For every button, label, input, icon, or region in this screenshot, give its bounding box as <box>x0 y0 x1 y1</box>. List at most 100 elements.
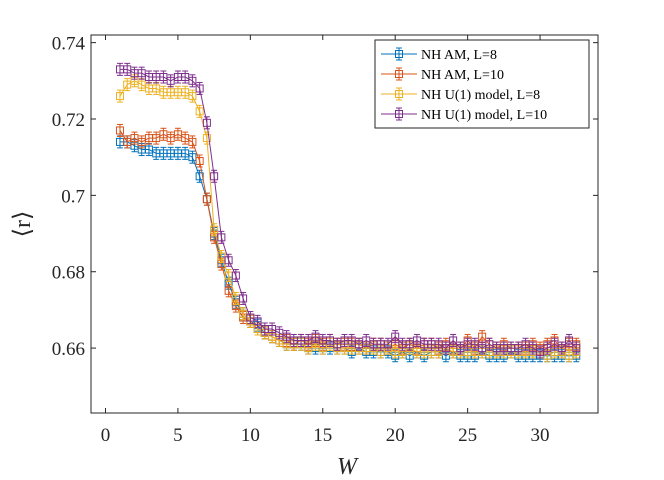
legend-entry: NH AM, L=10 <box>381 67 504 83</box>
marker <box>572 344 581 353</box>
marker <box>195 172 204 181</box>
data-point <box>224 269 233 283</box>
data-point <box>217 249 226 263</box>
marker <box>188 76 197 85</box>
x-axis-label: W <box>337 454 359 480</box>
data-point <box>231 269 240 283</box>
marker <box>391 332 400 341</box>
data-point <box>478 330 487 344</box>
legend-label: NH AM, L=8 <box>421 48 497 63</box>
marker <box>202 195 211 204</box>
legend-label: NH U(1) model, L=10 <box>421 108 547 123</box>
x-tick-label: 15 <box>313 425 332 446</box>
marker <box>441 344 450 353</box>
data-point <box>195 104 204 118</box>
x-tick-label: 25 <box>458 425 477 446</box>
data-point <box>383 337 392 351</box>
data-point <box>224 253 233 267</box>
marker <box>557 344 566 353</box>
data-point <box>159 127 168 141</box>
marker <box>195 84 204 93</box>
series-line <box>119 130 577 349</box>
marker <box>188 92 197 101</box>
data-point <box>412 345 421 359</box>
legend-marker <box>395 50 403 58</box>
data-point <box>557 341 566 355</box>
data-point <box>159 85 168 99</box>
data-point <box>202 116 211 130</box>
marker <box>195 157 204 165</box>
data-point <box>144 131 153 145</box>
data-point <box>202 131 211 145</box>
data-point <box>137 78 146 92</box>
data-point <box>391 330 400 344</box>
data-point <box>340 333 349 347</box>
marker <box>224 256 233 265</box>
y-tick-label: 0.72 <box>52 110 85 131</box>
data-point <box>137 66 146 80</box>
x-tick-label: 20 <box>386 425 405 446</box>
data-point <box>202 192 211 206</box>
x-tick-label: 10 <box>241 425 260 446</box>
data-point <box>173 127 182 141</box>
data-point <box>253 314 262 328</box>
series-4 <box>115 62 581 359</box>
x-tick-label: 30 <box>531 425 550 446</box>
data-point <box>543 341 552 355</box>
data-point <box>565 333 574 347</box>
y-tick-label: 0.66 <box>52 339 85 360</box>
data-point <box>376 337 385 351</box>
data-point <box>181 131 190 145</box>
marker <box>239 294 248 303</box>
marker <box>210 172 219 181</box>
data-point <box>239 291 248 305</box>
x-tick-label: 0 <box>101 425 111 446</box>
marker <box>565 336 574 345</box>
marker <box>202 134 211 143</box>
data-point <box>115 123 124 137</box>
axes: 0 5 10 15 20 25 30 0.66 0.68 0.7 0.72 0.74 <box>52 34 599 446</box>
legend-marker <box>395 90 403 98</box>
data-point <box>195 81 204 95</box>
data-point <box>333 337 342 351</box>
data-point <box>115 89 124 103</box>
data-point <box>195 154 204 168</box>
plot-area <box>115 62 581 363</box>
marker <box>231 271 240 280</box>
legend-entry: NH AM, L=8 <box>381 47 497 63</box>
legend-marker <box>395 70 403 78</box>
data-point <box>224 284 233 298</box>
marker <box>188 137 197 146</box>
marker <box>253 317 262 326</box>
marker <box>210 225 219 234</box>
data-point <box>181 85 190 99</box>
axes-box <box>90 34 599 414</box>
marker <box>478 332 487 341</box>
y-tick-label: 0.7 <box>61 186 85 207</box>
legend-marker <box>395 110 403 118</box>
data-point <box>188 150 197 164</box>
legend-box <box>374 39 590 129</box>
marker <box>115 126 124 135</box>
marker <box>449 336 458 345</box>
data-point <box>528 341 537 355</box>
marker <box>202 118 211 127</box>
marker <box>115 92 124 101</box>
data-point <box>217 230 226 244</box>
data-point <box>492 341 501 355</box>
legend-label: NH U(1) model, L=8 <box>421 88 540 103</box>
data-point <box>188 89 197 103</box>
data-point <box>188 135 197 149</box>
data-point <box>173 85 182 99</box>
data-point <box>166 74 175 88</box>
legend: NH AM, L=8 NH AM, L=10 NH U(1) model, L=8 N… <box>374 39 590 129</box>
marker <box>224 286 233 295</box>
y-tick-label: 0.74 <box>52 34 86 55</box>
marker <box>383 340 392 349</box>
data-point <box>210 223 219 237</box>
data-point <box>188 74 197 88</box>
marker <box>217 233 226 242</box>
series-line <box>119 141 577 357</box>
legend-entry: NH U(1) model, L=10 <box>381 107 547 123</box>
